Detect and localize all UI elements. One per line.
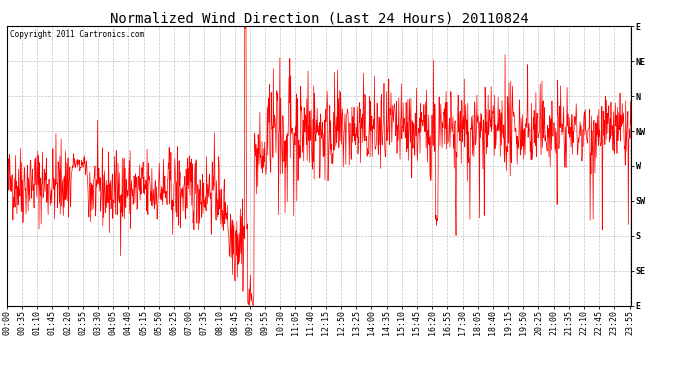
Title: Normalized Wind Direction (Last 24 Hours) 20110824: Normalized Wind Direction (Last 24 Hours… bbox=[110, 11, 529, 25]
Text: Copyright 2011 Cartronics.com: Copyright 2011 Cartronics.com bbox=[10, 30, 144, 39]
